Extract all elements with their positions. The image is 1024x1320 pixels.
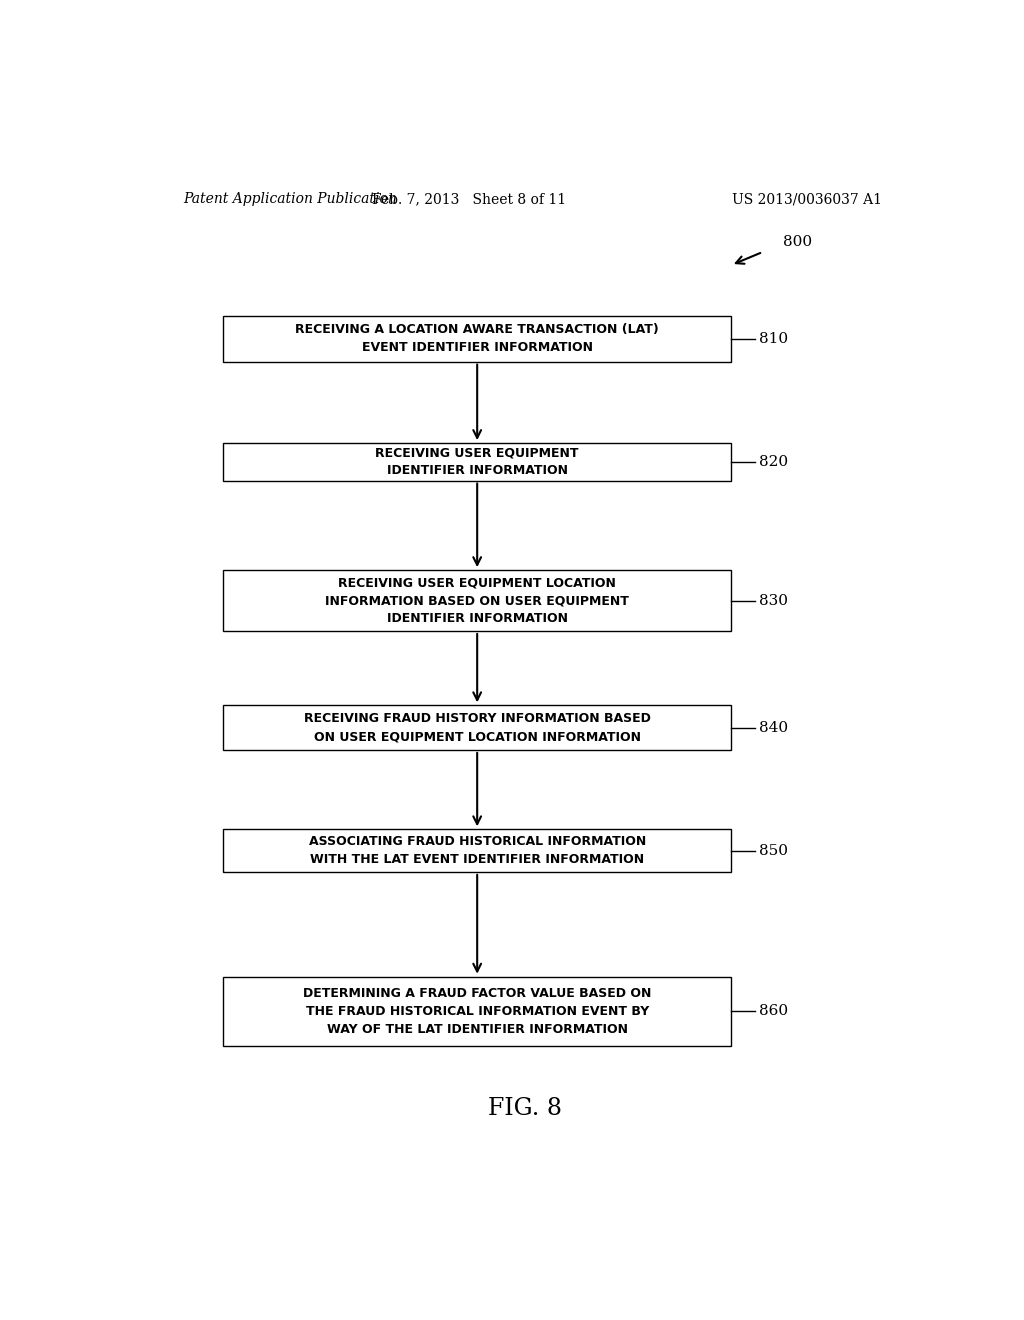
FancyBboxPatch shape — [223, 444, 731, 480]
FancyBboxPatch shape — [223, 977, 731, 1045]
Text: 840: 840 — [759, 721, 788, 735]
Text: RECEIVING USER EQUIPMENT
IDENTIFIER INFORMATION: RECEIVING USER EQUIPMENT IDENTIFIER INFO… — [376, 446, 579, 478]
Text: DETERMINING A FRAUD FACTOR VALUE BASED ON
THE FRAUD HISTORICAL INFORMATION EVENT: DETERMINING A FRAUD FACTOR VALUE BASED O… — [303, 986, 651, 1036]
Text: 820: 820 — [759, 455, 788, 469]
FancyBboxPatch shape — [223, 829, 731, 873]
Text: 830: 830 — [759, 594, 787, 607]
Text: Feb. 7, 2013   Sheet 8 of 11: Feb. 7, 2013 Sheet 8 of 11 — [372, 191, 566, 206]
FancyBboxPatch shape — [223, 570, 731, 631]
Text: 800: 800 — [782, 235, 812, 248]
Text: 860: 860 — [759, 1005, 788, 1018]
FancyBboxPatch shape — [223, 315, 731, 362]
Text: 850: 850 — [759, 843, 787, 858]
Text: FIG. 8: FIG. 8 — [487, 1097, 562, 1121]
Text: RECEIVING USER EQUIPMENT LOCATION
INFORMATION BASED ON USER EQUIPMENT
IDENTIFIER: RECEIVING USER EQUIPMENT LOCATION INFORM… — [326, 576, 629, 626]
Text: 810: 810 — [759, 331, 788, 346]
Text: RECEIVING A LOCATION AWARE TRANSACTION (LAT)
EVENT IDENTIFIER INFORMATION: RECEIVING A LOCATION AWARE TRANSACTION (… — [295, 323, 659, 354]
Text: ASSOCIATING FRAUD HISTORICAL INFORMATION
WITH THE LAT EVENT IDENTIFIER INFORMATI: ASSOCIATING FRAUD HISTORICAL INFORMATION… — [308, 836, 646, 866]
Text: Patent Application Publication: Patent Application Publication — [183, 191, 397, 206]
Text: US 2013/0036037 A1: US 2013/0036037 A1 — [732, 191, 882, 206]
Text: RECEIVING FRAUD HISTORY INFORMATION BASED
ON USER EQUIPMENT LOCATION INFORMATION: RECEIVING FRAUD HISTORY INFORMATION BASE… — [304, 711, 650, 743]
FancyBboxPatch shape — [223, 705, 731, 750]
